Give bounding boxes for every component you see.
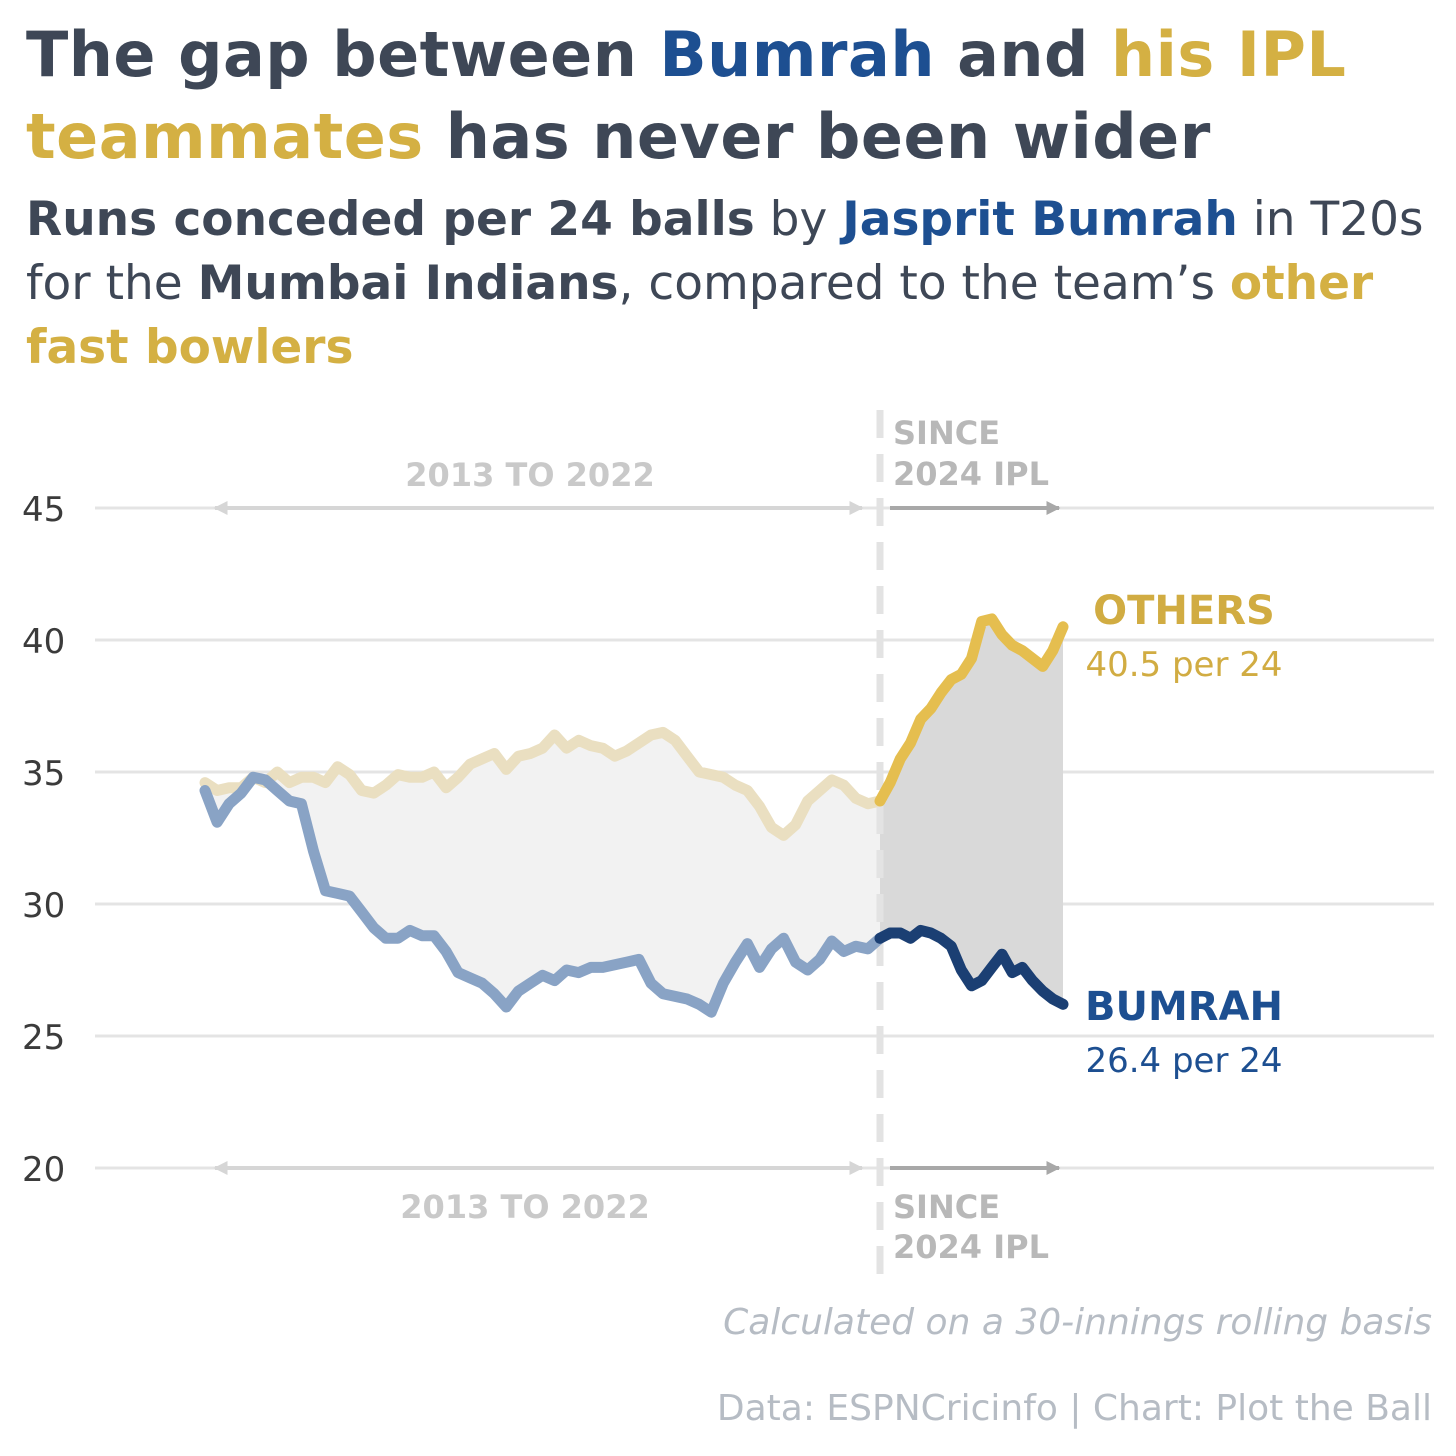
label-recent-bottom-2: 2024 IPL: [893, 1228, 1049, 1266]
end-labels: OTHERS 40.5 per 24 BUMRAH 26.4 per 24: [1085, 588, 1283, 1081]
title-text-3: has never been wider: [423, 100, 1211, 173]
subtitle-compared: , compared to the team’s: [618, 256, 1230, 311]
label-early-top: 2013 TO 2022: [405, 456, 654, 494]
method-note: Calculated on a 30-innings rolling basis: [723, 1302, 1432, 1343]
y-tick-30: 30: [22, 886, 65, 926]
gap-area-recent: [880, 618, 1063, 1005]
source-note: Data: ESPNCricinfo | Chart: Plot the Bal…: [716, 1388, 1432, 1429]
others-line-early: [199, 726, 886, 841]
bumrah-line-early: [199, 771, 886, 1018]
title-teammates: his IPL teammates: [26, 18, 1347, 173]
y-axis: 20 25 30 35 40 45: [22, 490, 65, 1190]
subtitle-metric: Runs conceded per 24 balls: [26, 192, 755, 247]
bumrah-name-label: BUMRAH: [1085, 984, 1283, 1030]
subtitle-team: Mumbai Indians: [197, 256, 619, 311]
y-tick-20: 20: [22, 1150, 65, 1190]
label-recent-top-2: 2024 IPL: [893, 455, 1049, 493]
gap-areas: [205, 618, 1063, 1013]
y-tick-40: 40: [22, 622, 65, 662]
subtitle-by: by: [754, 192, 843, 247]
y-tick-45: 45: [22, 490, 65, 530]
subtitle-in: in T20s for the: [26, 192, 1424, 311]
chart-subtitle: Runs conceded per 24 balls by Jasprit Bu…: [26, 188, 1446, 380]
subtitle-player: Jasprit Bumrah: [842, 192, 1238, 247]
gap-area-early: [205, 732, 880, 1013]
title-bumrah: Bumrah: [659, 18, 935, 91]
bumrah-value-label: 26.4 per 24: [1085, 1041, 1282, 1081]
label-recent-bottom-1: SINCE: [893, 1188, 1000, 1226]
label-recent-top-1: SINCE: [893, 414, 1000, 452]
y-tick-25: 25: [22, 1018, 65, 1058]
y-tick-35: 35: [22, 754, 65, 794]
others-name-label: OTHERS: [1093, 588, 1275, 634]
chart-title: The gap between Bumrah and his IPL teamm…: [26, 14, 1446, 178]
series-lines: [199, 613, 1069, 1018]
others-value-label: 40.5 per 24: [1085, 645, 1282, 685]
label-early-bottom: 2013 TO 2022: [400, 1188, 649, 1226]
bumrah-line-recent: [874, 924, 1069, 1010]
subtitle-others: other fast bowlers: [26, 256, 1374, 375]
title-text-1: The gap between: [26, 18, 660, 91]
title-text-2: and: [934, 18, 1112, 91]
others-line-recent: [874, 613, 1069, 807]
